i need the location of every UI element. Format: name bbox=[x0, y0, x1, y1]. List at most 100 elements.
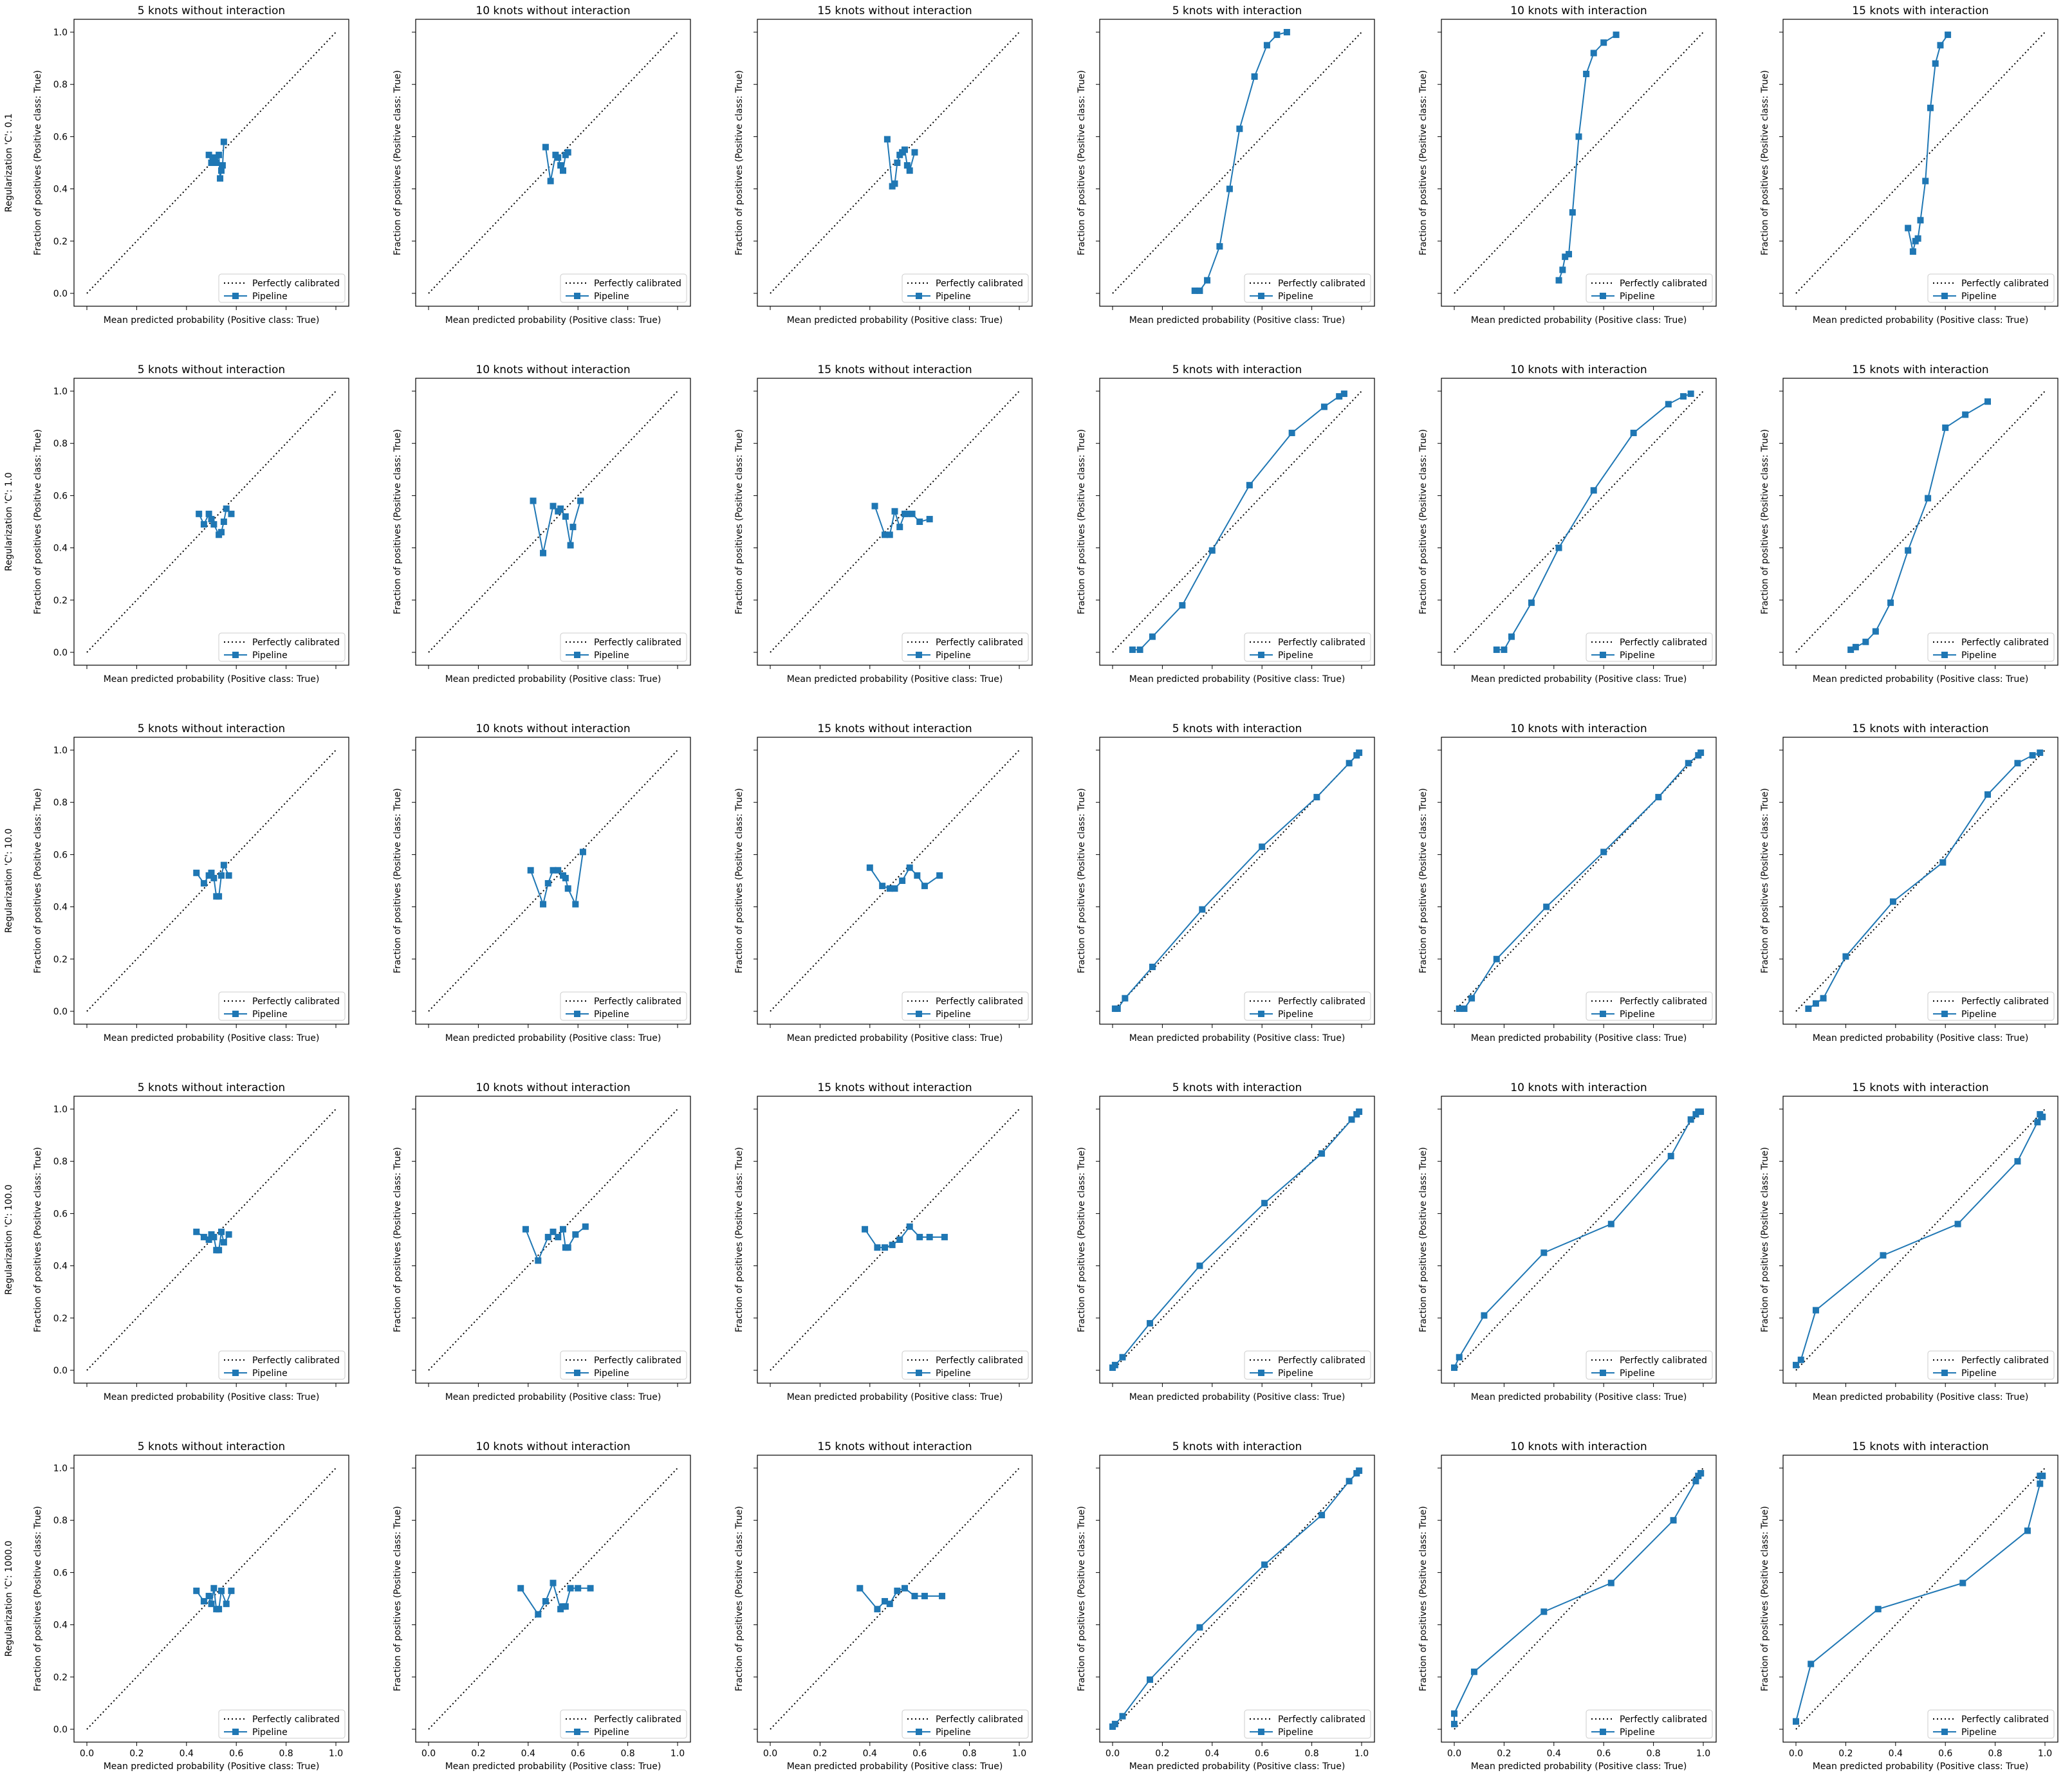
x-tick-label: 0.4 bbox=[1205, 1749, 1219, 1759]
x-tick-label: 0.8 bbox=[620, 1749, 634, 1759]
pipeline-point bbox=[216, 1606, 223, 1613]
subplot-r0-c4: 10 knots with interaction Mean predicted … bbox=[1418, 5, 1717, 326]
legend: Perfectly calibrated Pipeline bbox=[902, 991, 1029, 1021]
legend-label-reference: Perfectly calibrated bbox=[936, 279, 1023, 289]
pipeline-point bbox=[205, 510, 212, 517]
perfectly-calibrated-line bbox=[1795, 32, 2046, 294]
legend: Perfectly calibrated Pipeline bbox=[560, 991, 687, 1021]
pipeline-point bbox=[569, 524, 577, 531]
pipeline-point bbox=[883, 136, 891, 143]
pipeline-line bbox=[1454, 1473, 1701, 1724]
pipeline-point bbox=[921, 1592, 928, 1599]
x-tick-label: 0.8 bbox=[1988, 1749, 2002, 1759]
x-tick-label: 1.0 bbox=[1696, 1749, 1710, 1759]
x-axis-label: Mean predicted probability (Positive cla… bbox=[445, 674, 661, 684]
subplot-r0-c2: 15 knots without interaction Mean predict… bbox=[734, 5, 1033, 326]
legend: Perfectly calibrated Pipeline bbox=[902, 273, 1029, 303]
pipeline-point bbox=[575, 1585, 582, 1592]
y-tick-label: 0.6 bbox=[53, 850, 68, 860]
pipeline-point bbox=[903, 510, 911, 517]
legend-box bbox=[1586, 632, 1713, 662]
x-tick-label: 1.0 bbox=[671, 1749, 685, 1759]
pipeline-line bbox=[1454, 1111, 1701, 1368]
pipeline-point bbox=[579, 849, 586, 856]
subplot-title: 10 knots without interaction bbox=[476, 5, 630, 17]
x-tick-label: 0.6 bbox=[912, 1749, 927, 1759]
y-axis-label: Fraction of positives (Positive class: T… bbox=[393, 1147, 403, 1332]
pipeline-point bbox=[1927, 104, 1934, 111]
legend-marker-pipeline bbox=[1600, 1729, 1606, 1735]
legend-label-reference: Perfectly calibrated bbox=[936, 997, 1023, 1007]
y-tick-label: 0.4 bbox=[53, 185, 68, 195]
subplot-title: 10 knots without interaction bbox=[476, 363, 630, 376]
subplot-title: 15 knots without interaction bbox=[817, 5, 972, 17]
pipeline-point bbox=[1246, 482, 1253, 489]
axes-frame bbox=[757, 737, 1033, 1025]
axes-frame bbox=[1099, 1455, 1375, 1743]
y-axis-label: Fraction of positives (Positive class: T… bbox=[1077, 1506, 1087, 1691]
pipeline-point bbox=[879, 883, 886, 890]
legend-box bbox=[1586, 1350, 1713, 1380]
pipeline-point bbox=[1847, 646, 1855, 653]
axes-frame bbox=[415, 1455, 691, 1743]
perfectly-calibrated-line bbox=[1454, 390, 1704, 653]
legend-label-reference: Perfectly calibrated bbox=[252, 638, 340, 648]
pipeline-point bbox=[1111, 1361, 1118, 1368]
pipeline-point bbox=[1191, 287, 1198, 294]
x-tick-label: 0.0 bbox=[421, 1749, 436, 1759]
legend-marker-pipeline bbox=[574, 1370, 580, 1376]
pipeline-point bbox=[1680, 393, 1687, 400]
pipeline-point bbox=[911, 149, 918, 156]
pipeline-point bbox=[1456, 1354, 1463, 1361]
y-axis-label: Fraction of positives (Positive class: T… bbox=[33, 1147, 43, 1332]
pipeline-point bbox=[882, 1244, 889, 1251]
pipeline-point bbox=[540, 901, 547, 908]
legend-box bbox=[1244, 1350, 1371, 1380]
pipeline-point bbox=[891, 508, 898, 515]
pipeline-point bbox=[916, 1233, 923, 1240]
pipeline-line bbox=[1112, 1111, 1360, 1368]
pipeline-point bbox=[2034, 1119, 2041, 1126]
pipeline-point bbox=[1119, 1713, 1126, 1720]
legend-box bbox=[1244, 273, 1371, 303]
pipeline-point bbox=[577, 497, 584, 504]
x-tick-label: 0.2 bbox=[1497, 1749, 1511, 1759]
legend-label-pipeline: Pipeline bbox=[594, 1368, 629, 1379]
legend-label-pipeline: Pipeline bbox=[1278, 291, 1313, 302]
pipeline-point bbox=[228, 1587, 235, 1594]
pipeline-point bbox=[1283, 29, 1290, 35]
pipeline-point bbox=[1493, 955, 1500, 962]
legend-label-reference: Perfectly calibrated bbox=[594, 638, 681, 648]
x-tick-label: 0.2 bbox=[471, 1749, 485, 1759]
x-tick-label: 0.6 bbox=[571, 1749, 585, 1759]
pipeline-point bbox=[200, 521, 207, 528]
pipeline-point bbox=[562, 1603, 569, 1610]
y-tick-label: 1.0 bbox=[53, 387, 68, 397]
x-axis-label: Mean predicted probability (Positive cla… bbox=[1471, 1761, 1687, 1772]
y-tick-label: 1.0 bbox=[53, 746, 68, 756]
y-tick-label: 0.0 bbox=[53, 289, 68, 299]
legend-marker-pipeline bbox=[1600, 652, 1606, 658]
row-label: Regularization 'C': 0.1 bbox=[4, 113, 14, 212]
pipeline-point bbox=[1356, 1108, 1363, 1116]
pipeline-point bbox=[882, 1598, 889, 1605]
pipeline-point bbox=[886, 885, 893, 892]
legend: Perfectly calibrated Pipeline bbox=[560, 1709, 687, 1739]
pipeline-point bbox=[1932, 60, 1939, 67]
legend-label-pipeline: Pipeline bbox=[1961, 1368, 1997, 1379]
pipeline-point bbox=[208, 1601, 215, 1608]
pipeline-point bbox=[901, 1585, 908, 1592]
x-tick-label: 0.4 bbox=[863, 1749, 877, 1759]
legend-label-pipeline: Pipeline bbox=[936, 650, 971, 661]
pipeline-line bbox=[1795, 1113, 2043, 1366]
subplot-r3-c3: 5 knots with interaction Mean predicted p… bbox=[1077, 1081, 1375, 1402]
legend-marker-pipeline bbox=[916, 293, 922, 299]
x-axis-label: Mean predicted probability (Positive cla… bbox=[104, 674, 320, 684]
pipeline-line bbox=[1558, 34, 1617, 281]
subplot-r0-c0: 5 knots without interaction 0.0 0.2 0.4 0.6 0… bbox=[4, 5, 349, 326]
subplot-r2-c5: 15 knots with interaction Mean predicted … bbox=[1760, 722, 2058, 1043]
x-tick-label: 0.0 bbox=[80, 1749, 94, 1759]
x-tick-label: 0.2 bbox=[1155, 1749, 1169, 1759]
pipeline-point bbox=[899, 877, 906, 884]
pipeline-point bbox=[1356, 749, 1363, 757]
